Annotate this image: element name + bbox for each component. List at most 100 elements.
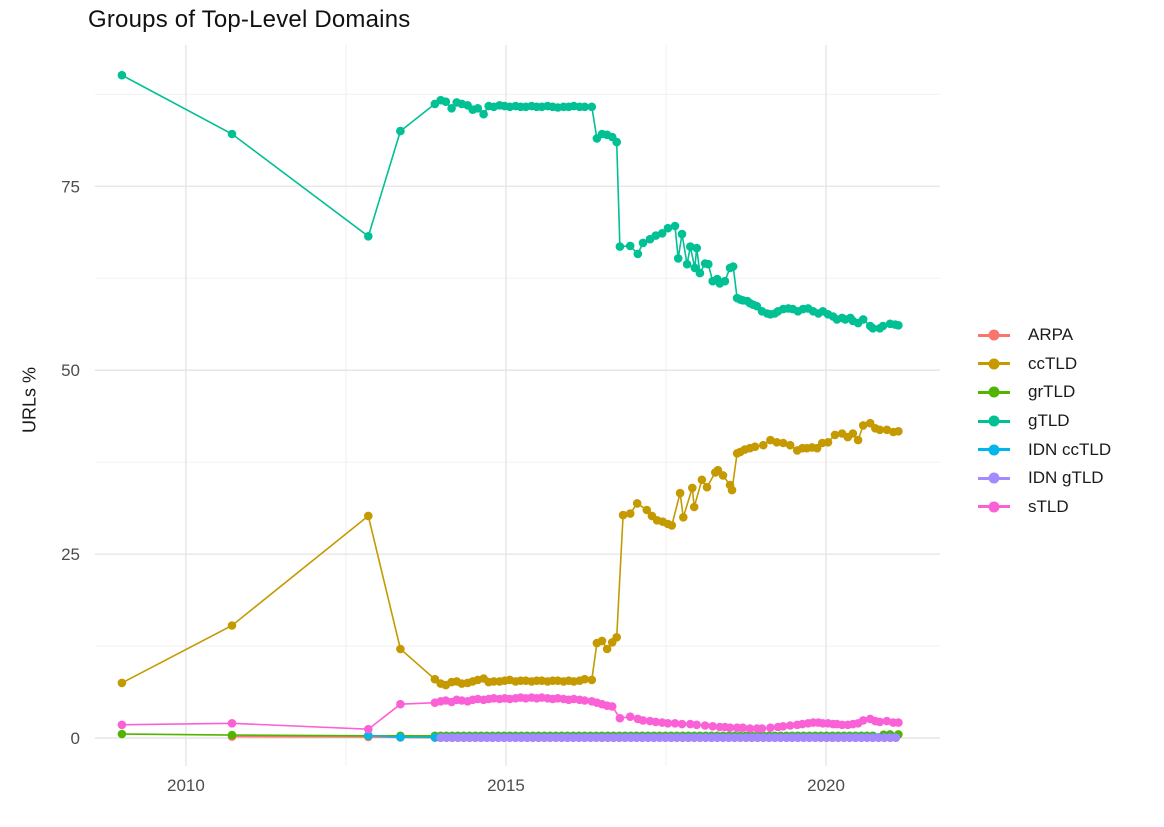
y-tick-label: 50 (61, 361, 80, 380)
data-point (688, 483, 697, 493)
legend-item-sTLD: sTLD (972, 493, 1111, 522)
data-point (227, 621, 237, 630)
data-point (700, 721, 710, 730)
data-point (479, 109, 488, 119)
data-point (679, 513, 688, 522)
data-point (625, 712, 635, 721)
legend-label: gTLD (1028, 411, 1070, 431)
data-point (667, 521, 677, 530)
series-sTLD (117, 693, 903, 734)
legend-key-dot (988, 501, 1000, 513)
legend-key-line (978, 444, 1010, 456)
data-point (638, 716, 648, 725)
data-point (638, 238, 648, 248)
data-point (663, 223, 673, 233)
data-point (117, 678, 127, 688)
data-point (473, 104, 483, 113)
data-point (875, 717, 885, 727)
data-point (677, 229, 687, 239)
data-point (778, 722, 788, 731)
legend-item-ccTLD: ccTLD (972, 350, 1111, 379)
data-point (868, 324, 878, 333)
data-point (848, 429, 858, 438)
data-point (727, 485, 737, 495)
data-point (227, 129, 237, 139)
data-point (364, 511, 373, 521)
data-point (689, 502, 699, 512)
data-point (227, 730, 237, 740)
data-point (830, 430, 840, 440)
legend-key-dot (988, 386, 1000, 398)
data-point (708, 722, 717, 731)
data-point (615, 242, 625, 251)
data-point (894, 718, 903, 727)
data-point (686, 719, 695, 729)
data-point (580, 102, 589, 112)
data-point (364, 232, 373, 241)
legend-key-line (978, 415, 1010, 427)
legend-key-dot (988, 444, 1000, 456)
data-point (632, 499, 642, 508)
data-point (227, 719, 237, 728)
legend-key-dot (988, 472, 1000, 484)
data-point (441, 97, 451, 106)
legend-label: ccTLD (1028, 353, 1078, 373)
data-point (615, 713, 625, 723)
legend: ARPA ccTLD grTLD gTLD IDN ccTLD IDN gTLD sTLD (972, 321, 1111, 521)
data-point (894, 427, 903, 436)
y-tick-label: 0 (71, 729, 80, 748)
legend-item-grTLD: grTLD (972, 378, 1111, 407)
data-point (677, 719, 687, 729)
data-point (682, 259, 692, 269)
data-point (853, 435, 863, 445)
legend-key-dot (988, 329, 1000, 341)
data-point (117, 720, 127, 730)
gridlines-minor (95, 45, 940, 766)
legend-key-dot (988, 415, 1000, 427)
data-point (697, 475, 707, 485)
legend-item-IDN-ccTLD: IDN ccTLD (972, 435, 1111, 464)
data-point (364, 724, 373, 734)
data-point (663, 719, 673, 728)
chart-title: Groups of Top-Level Domains (88, 6, 411, 33)
data-point (692, 720, 701, 730)
data-point (673, 254, 683, 263)
x-tick-label: 2015 (487, 776, 525, 795)
data-point (612, 633, 621, 642)
data-point (692, 243, 701, 253)
data-point (396, 644, 405, 654)
data-point (587, 675, 597, 685)
data-point (642, 505, 652, 515)
data-point (675, 488, 685, 498)
data-point (618, 510, 628, 520)
data-point (785, 440, 795, 450)
data-point (396, 126, 405, 136)
legend-item-IDN-gTLD: IDN gTLD (972, 464, 1111, 493)
data-point (785, 721, 795, 730)
data-point (695, 268, 705, 278)
data-point (396, 699, 405, 709)
data-point (633, 249, 643, 259)
data-point (728, 262, 738, 271)
data-point (750, 442, 760, 452)
legend-key-line (978, 472, 1010, 484)
gridlines-major (95, 45, 940, 766)
legend-item-gTLD: gTLD (972, 407, 1111, 436)
legend-label: ARPA (1028, 325, 1074, 345)
data-point (602, 644, 612, 654)
data-point (651, 717, 661, 727)
data-point (772, 438, 782, 447)
data-point (720, 276, 730, 286)
data-point (670, 221, 680, 231)
legend-label: grTLD (1028, 382, 1076, 402)
data-point (364, 731, 373, 740)
y-tick-label: 75 (61, 177, 80, 196)
data-point (778, 438, 788, 448)
data-point (607, 702, 617, 711)
data-point (766, 723, 775, 732)
data-point (891, 733, 901, 742)
data-point (597, 636, 607, 646)
legend-label: IDN ccTLD (1028, 439, 1112, 459)
data-point (625, 509, 635, 518)
